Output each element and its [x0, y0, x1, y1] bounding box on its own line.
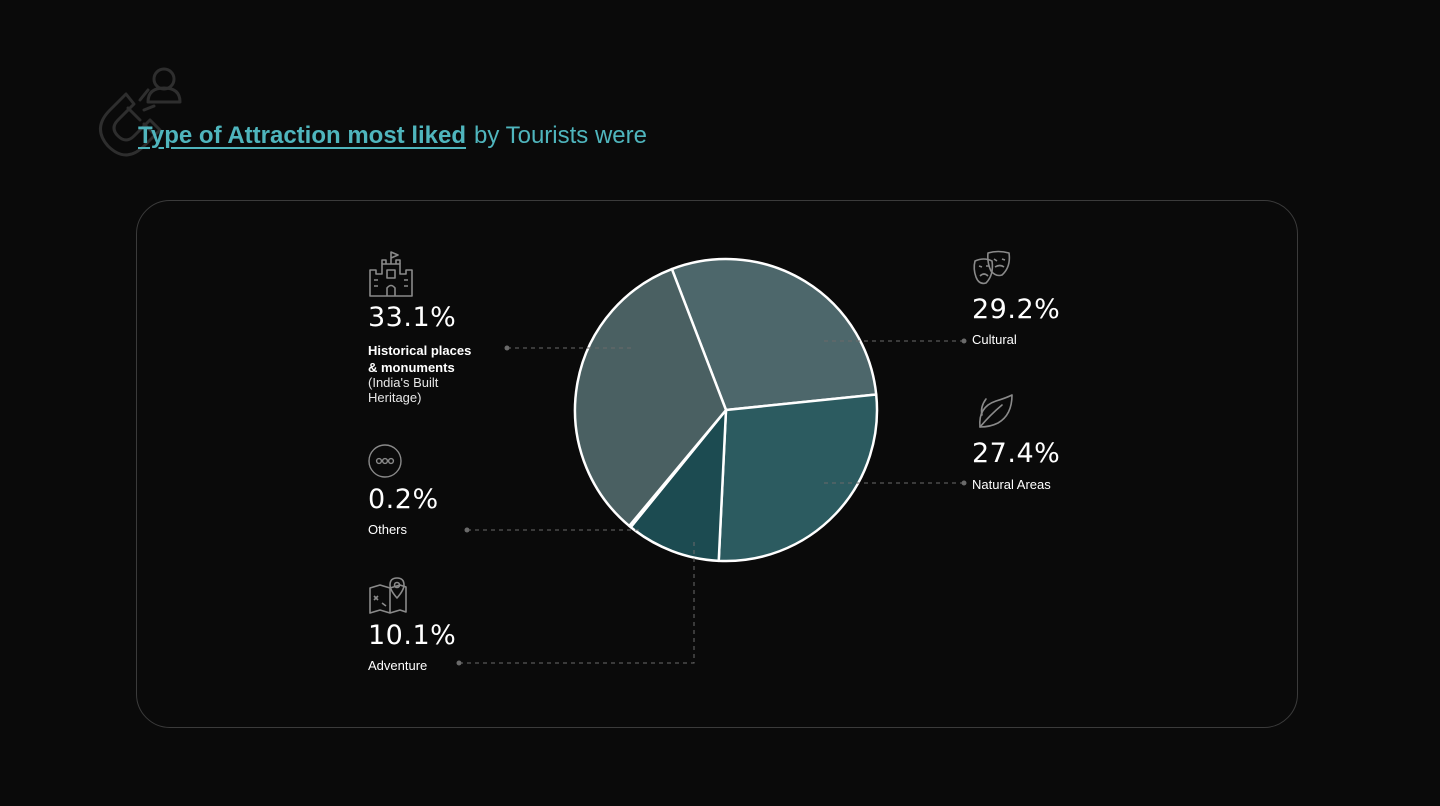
chart-panel — [136, 200, 1298, 728]
pie-slices — [573, 257, 879, 563]
castle-icon — [369, 251, 413, 297]
map-pin-icon — [369, 577, 407, 614]
leader-dots — [456, 338, 967, 666]
slice-label-natural: Natural Areas — [972, 477, 1051, 492]
magnet-user-icon — [99, 67, 182, 157]
leaf-icon — [979, 394, 1013, 428]
slice-value-cultural: 29.2% — [972, 294, 1061, 325]
pie-slice-adventure — [629, 408, 728, 563]
slice-label-adventure: Adventure — [368, 658, 428, 673]
leader-line-adventure — [459, 540, 695, 664]
pie-slice-historical — [573, 267, 728, 528]
theater-masks-icon — [973, 250, 1011, 285]
page-title: Type of Attraction most liked by Tourists… — [138, 122, 647, 150]
slice-sublabel-historical: (India's Built Heritage) — [368, 375, 439, 405]
slice-label-cultural: Cultural — [972, 332, 1017, 347]
title-rest: by Tourists were — [474, 122, 647, 149]
slice-value-natural: 27.4% — [972, 438, 1061, 469]
slice-label-others: Others — [368, 522, 408, 537]
pie-slice-natural — [717, 393, 879, 563]
slice-value-historical: 33.1% — [368, 302, 457, 333]
leader-lines — [459, 340, 964, 664]
slice-value-others: 0.2% — [368, 484, 439, 515]
slice-label-historical: Historical places & monuments — [368, 343, 472, 375]
ellipsis-circle-icon — [368, 444, 402, 478]
title-emphasis: Type of Attraction most liked — [138, 122, 467, 149]
slice-value-adventure: 10.1% — [368, 620, 457, 651]
pie-slice-cultural — [670, 257, 878, 412]
